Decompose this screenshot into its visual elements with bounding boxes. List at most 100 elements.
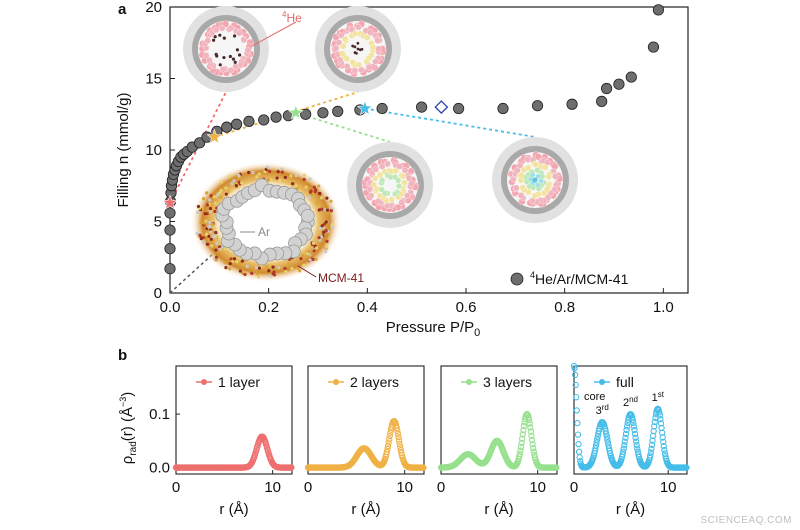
atom [244,46,252,54]
mcm-atom [324,220,328,224]
atom [374,37,381,44]
mcm-atom [199,237,203,241]
mcm-atom [218,247,222,251]
profile-point [651,423,658,430]
data-point [332,105,344,117]
mcm-atom [311,241,316,245]
mcm-atom [280,167,284,171]
profile-point [384,445,391,453]
profile-point [683,464,690,471]
atom [531,192,539,200]
mcm-atom [214,248,218,252]
mcm-atom [234,183,238,188]
star-marker [356,100,373,116]
atom [228,54,232,59]
panel-b-xlabel: r (Å) [351,501,380,518]
profile-point [622,434,629,441]
atom [378,163,386,170]
atom [202,52,210,59]
profile-point [594,436,601,443]
mcm-atom [210,244,214,248]
atom [396,183,403,190]
atom [540,189,548,197]
atom [349,59,356,66]
profile-point [573,407,580,414]
mcm-atom [294,174,298,178]
mcm-atom [255,175,259,179]
panel-b-xlabel: r (Å) [616,501,645,518]
mcm-atom [238,261,242,266]
atom [392,190,398,197]
atom [337,32,345,39]
mcm-atom [209,230,213,234]
profile-point [630,423,638,430]
mcm-atom [323,250,328,254]
mcm-atom [219,188,223,193]
mcm-atom [240,181,244,185]
mcm-atom [308,177,312,181]
mcm-atom [266,165,270,169]
mcm-atom [320,224,324,228]
atom [340,43,347,50]
atom [375,45,382,53]
mcm-atom [203,212,207,216]
subplot-frame [175,365,293,475]
panel-a-ylabel: Filling n (mmol/g) [115,92,132,207]
mcm-atom [308,190,313,194]
mcm-atom [224,265,228,270]
mcm-atom [207,198,212,202]
mcm-atom [324,245,329,249]
atom [519,184,526,191]
y-tick-label: 15 [145,71,162,88]
profile-point [657,415,664,423]
mcm-atom [296,266,300,270]
profile-point [384,442,392,450]
profile-point [622,430,630,438]
profile-point [621,442,628,449]
profile-point [397,443,404,451]
atom [366,64,373,71]
profile-point [631,430,639,438]
legend-label: 2 layers [350,374,399,390]
mcm-atom [209,194,213,198]
legend-marker [599,379,605,385]
atom [218,63,222,67]
mcm-atom [204,232,209,236]
mcm-atom [224,186,228,190]
profile-point [659,434,666,441]
profile-point [288,464,295,471]
mcm-atom [215,241,219,246]
data-point [415,101,428,113]
mcm-atom [283,175,287,180]
atom [379,177,386,184]
panel-a-ticks: 0.0 0.2 0.4 0.6 0.8 1.0 0 5 10 15 20 [145,0,673,316]
profile-point [526,416,533,424]
profile-point [656,409,663,416]
mcm-atom [209,237,213,241]
panel-b-charts: 0 10 0.0 0.1 r (Å) 1 layer 0 10 r (Å) 2 layers 0 10… [149,362,690,518]
mcm-atom [208,207,213,211]
watermark: SCIENCEAQ.COM [700,515,792,526]
atom [215,54,219,58]
star-marker [206,128,223,144]
atom [384,160,391,168]
atom [514,167,521,174]
atom [235,48,240,52]
mcm-atom [302,177,306,182]
y-tick-label: 0.0 [149,460,170,477]
profile-point [661,446,668,454]
profile-point [620,445,627,452]
subplot-frame [307,365,425,475]
mcm-atom [269,274,273,278]
profile-point [631,426,638,434]
legend-label: 4He/Ar/MCM-41 [530,270,629,287]
data-point [596,95,608,107]
atom [405,174,413,182]
mcm-atom [329,199,333,203]
mcm-atom [269,178,273,182]
data-point [376,102,388,115]
profile-point [520,422,528,430]
x-tick-label: 0 [172,479,180,496]
profile-point [632,434,639,441]
